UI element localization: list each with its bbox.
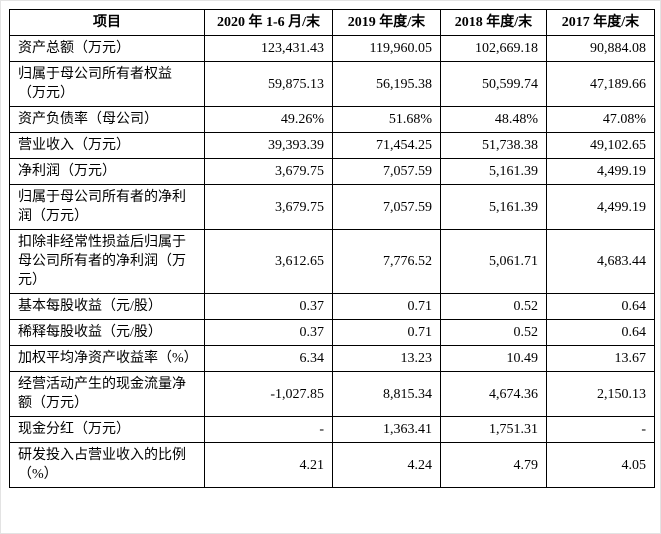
row-label: 营业收入（万元） — [9, 132, 205, 159]
cell-value: 90,884.08 — [546, 35, 655, 62]
cell-value: 4,674.36 — [440, 371, 547, 417]
row-label: 归属于母公司所有者权益（万元） — [9, 61, 205, 107]
col-header-2019: 2019 年度/末 — [332, 9, 441, 36]
cell-value: 0.71 — [332, 293, 441, 320]
row-label: 经营活动产生的现金流量净额（万元） — [9, 371, 205, 417]
table-row: 归属于母公司所有者权益（万元） 59,875.13 56,195.38 50,5… — [9, 61, 655, 107]
table-row: 基本每股收益（元/股） 0.37 0.71 0.52 0.64 — [9, 293, 655, 320]
cell-value: 3,679.75 — [204, 184, 333, 230]
cell-value: 4.79 — [440, 442, 547, 488]
table-row: 扣除非经常性损益后归属于母公司所有者的净利润（万元） 3,612.65 7,77… — [9, 229, 655, 294]
row-label: 资产总额（万元） — [9, 35, 205, 62]
cell-value: 2,150.13 — [546, 371, 655, 417]
cell-value: 51,738.38 — [440, 132, 547, 159]
cell-value: 13.67 — [546, 345, 655, 372]
table-row: 研发投入占营业收入的比例（%） 4.21 4.24 4.79 4.05 — [9, 442, 655, 488]
table-row: 经营活动产生的现金流量净额（万元） -1,027.85 8,815.34 4,6… — [9, 371, 655, 417]
cell-value: 8,815.34 — [332, 371, 441, 417]
cell-value: 7,776.52 — [332, 229, 441, 294]
cell-value: 5,161.39 — [440, 158, 547, 185]
cell-value: 13.23 — [332, 345, 441, 372]
row-label: 研发投入占营业收入的比例（%） — [9, 442, 205, 488]
cell-value: 4.21 — [204, 442, 333, 488]
cell-value: 5,161.39 — [440, 184, 547, 230]
cell-value: 0.71 — [332, 319, 441, 346]
cell-value: 39,393.39 — [204, 132, 333, 159]
table-row: 资产总额（万元） 123,431.43 119,960.05 102,669.1… — [9, 35, 655, 62]
cell-value: 3,679.75 — [204, 158, 333, 185]
table-row: 资产负债率（母公司） 49.26% 51.68% 48.48% 47.08% — [9, 106, 655, 133]
table-row: 稀释每股收益（元/股） 0.37 0.71 0.52 0.64 — [9, 319, 655, 346]
cell-value: 4.24 — [332, 442, 441, 488]
cell-value: - — [546, 416, 655, 443]
col-header-2018: 2018 年度/末 — [440, 9, 547, 36]
cell-value: 10.49 — [440, 345, 547, 372]
cell-value: 0.37 — [204, 319, 333, 346]
cell-value: 0.64 — [546, 319, 655, 346]
row-label: 扣除非经常性损益后归属于母公司所有者的净利润（万元） — [9, 229, 205, 294]
cell-value: -1,027.85 — [204, 371, 333, 417]
cell-value: 0.64 — [546, 293, 655, 320]
cell-value: 0.52 — [440, 293, 547, 320]
cell-value: 7,057.59 — [332, 184, 441, 230]
row-label: 稀释每股收益（元/股） — [9, 319, 205, 346]
col-header-2017: 2017 年度/末 — [546, 9, 655, 36]
cell-value: 48.48% — [440, 106, 547, 133]
table-row: 加权平均净资产收益率（%） 6.34 13.23 10.49 13.67 — [9, 345, 655, 372]
cell-value: 4,683.44 — [546, 229, 655, 294]
cell-value: 47,189.66 — [546, 61, 655, 107]
financial-summary-table: 项目 2020 年 1-6 月/末 2019 年度/末 2018 年度/末 20… — [9, 9, 655, 488]
cell-value: 50,599.74 — [440, 61, 547, 107]
table-row: 营业收入（万元） 39,393.39 71,454.25 51,738.38 4… — [9, 132, 655, 159]
cell-value: 4,499.19 — [546, 158, 655, 185]
table-header-row: 项目 2020 年 1-6 月/末 2019 年度/末 2018 年度/末 20… — [9, 9, 655, 36]
row-label: 现金分红（万元） — [9, 416, 205, 443]
col-header-2020: 2020 年 1-6 月/末 — [204, 9, 333, 36]
cell-value: 3,612.65 — [204, 229, 333, 294]
table-row: 净利润（万元） 3,679.75 7,057.59 5,161.39 4,499… — [9, 158, 655, 185]
row-label: 资产负债率（母公司） — [9, 106, 205, 133]
row-label: 基本每股收益（元/股） — [9, 293, 205, 320]
cell-value: 0.52 — [440, 319, 547, 346]
cell-value: 1,751.31 — [440, 416, 547, 443]
cell-value: 4.05 — [546, 442, 655, 488]
cell-value: 47.08% — [546, 106, 655, 133]
table-row: 归属于母公司所有者的净利润（万元） 3,679.75 7,057.59 5,16… — [9, 184, 655, 230]
cell-value: 51.68% — [332, 106, 441, 133]
cell-value: 119,960.05 — [332, 35, 441, 62]
cell-value: 49.26% — [204, 106, 333, 133]
cell-value: 102,669.18 — [440, 35, 547, 62]
row-label: 归属于母公司所有者的净利润（万元） — [9, 184, 205, 230]
cell-value: 0.37 — [204, 293, 333, 320]
cell-value: 4,499.19 — [546, 184, 655, 230]
cell-value: 56,195.38 — [332, 61, 441, 107]
cell-value: 49,102.65 — [546, 132, 655, 159]
cell-value: 1,363.41 — [332, 416, 441, 443]
cell-value: 7,057.59 — [332, 158, 441, 185]
cell-value: 59,875.13 — [204, 61, 333, 107]
cell-value: 6.34 — [204, 345, 333, 372]
table-row: 现金分红（万元） - 1,363.41 1,751.31 - — [9, 416, 655, 443]
cell-value: - — [204, 416, 333, 443]
cell-value: 71,454.25 — [332, 132, 441, 159]
col-header-item: 项目 — [9, 9, 205, 36]
row-label: 加权平均净资产收益率（%） — [9, 345, 205, 372]
cell-value: 5,061.71 — [440, 229, 547, 294]
cell-value: 123,431.43 — [204, 35, 333, 62]
row-label: 净利润（万元） — [9, 158, 205, 185]
